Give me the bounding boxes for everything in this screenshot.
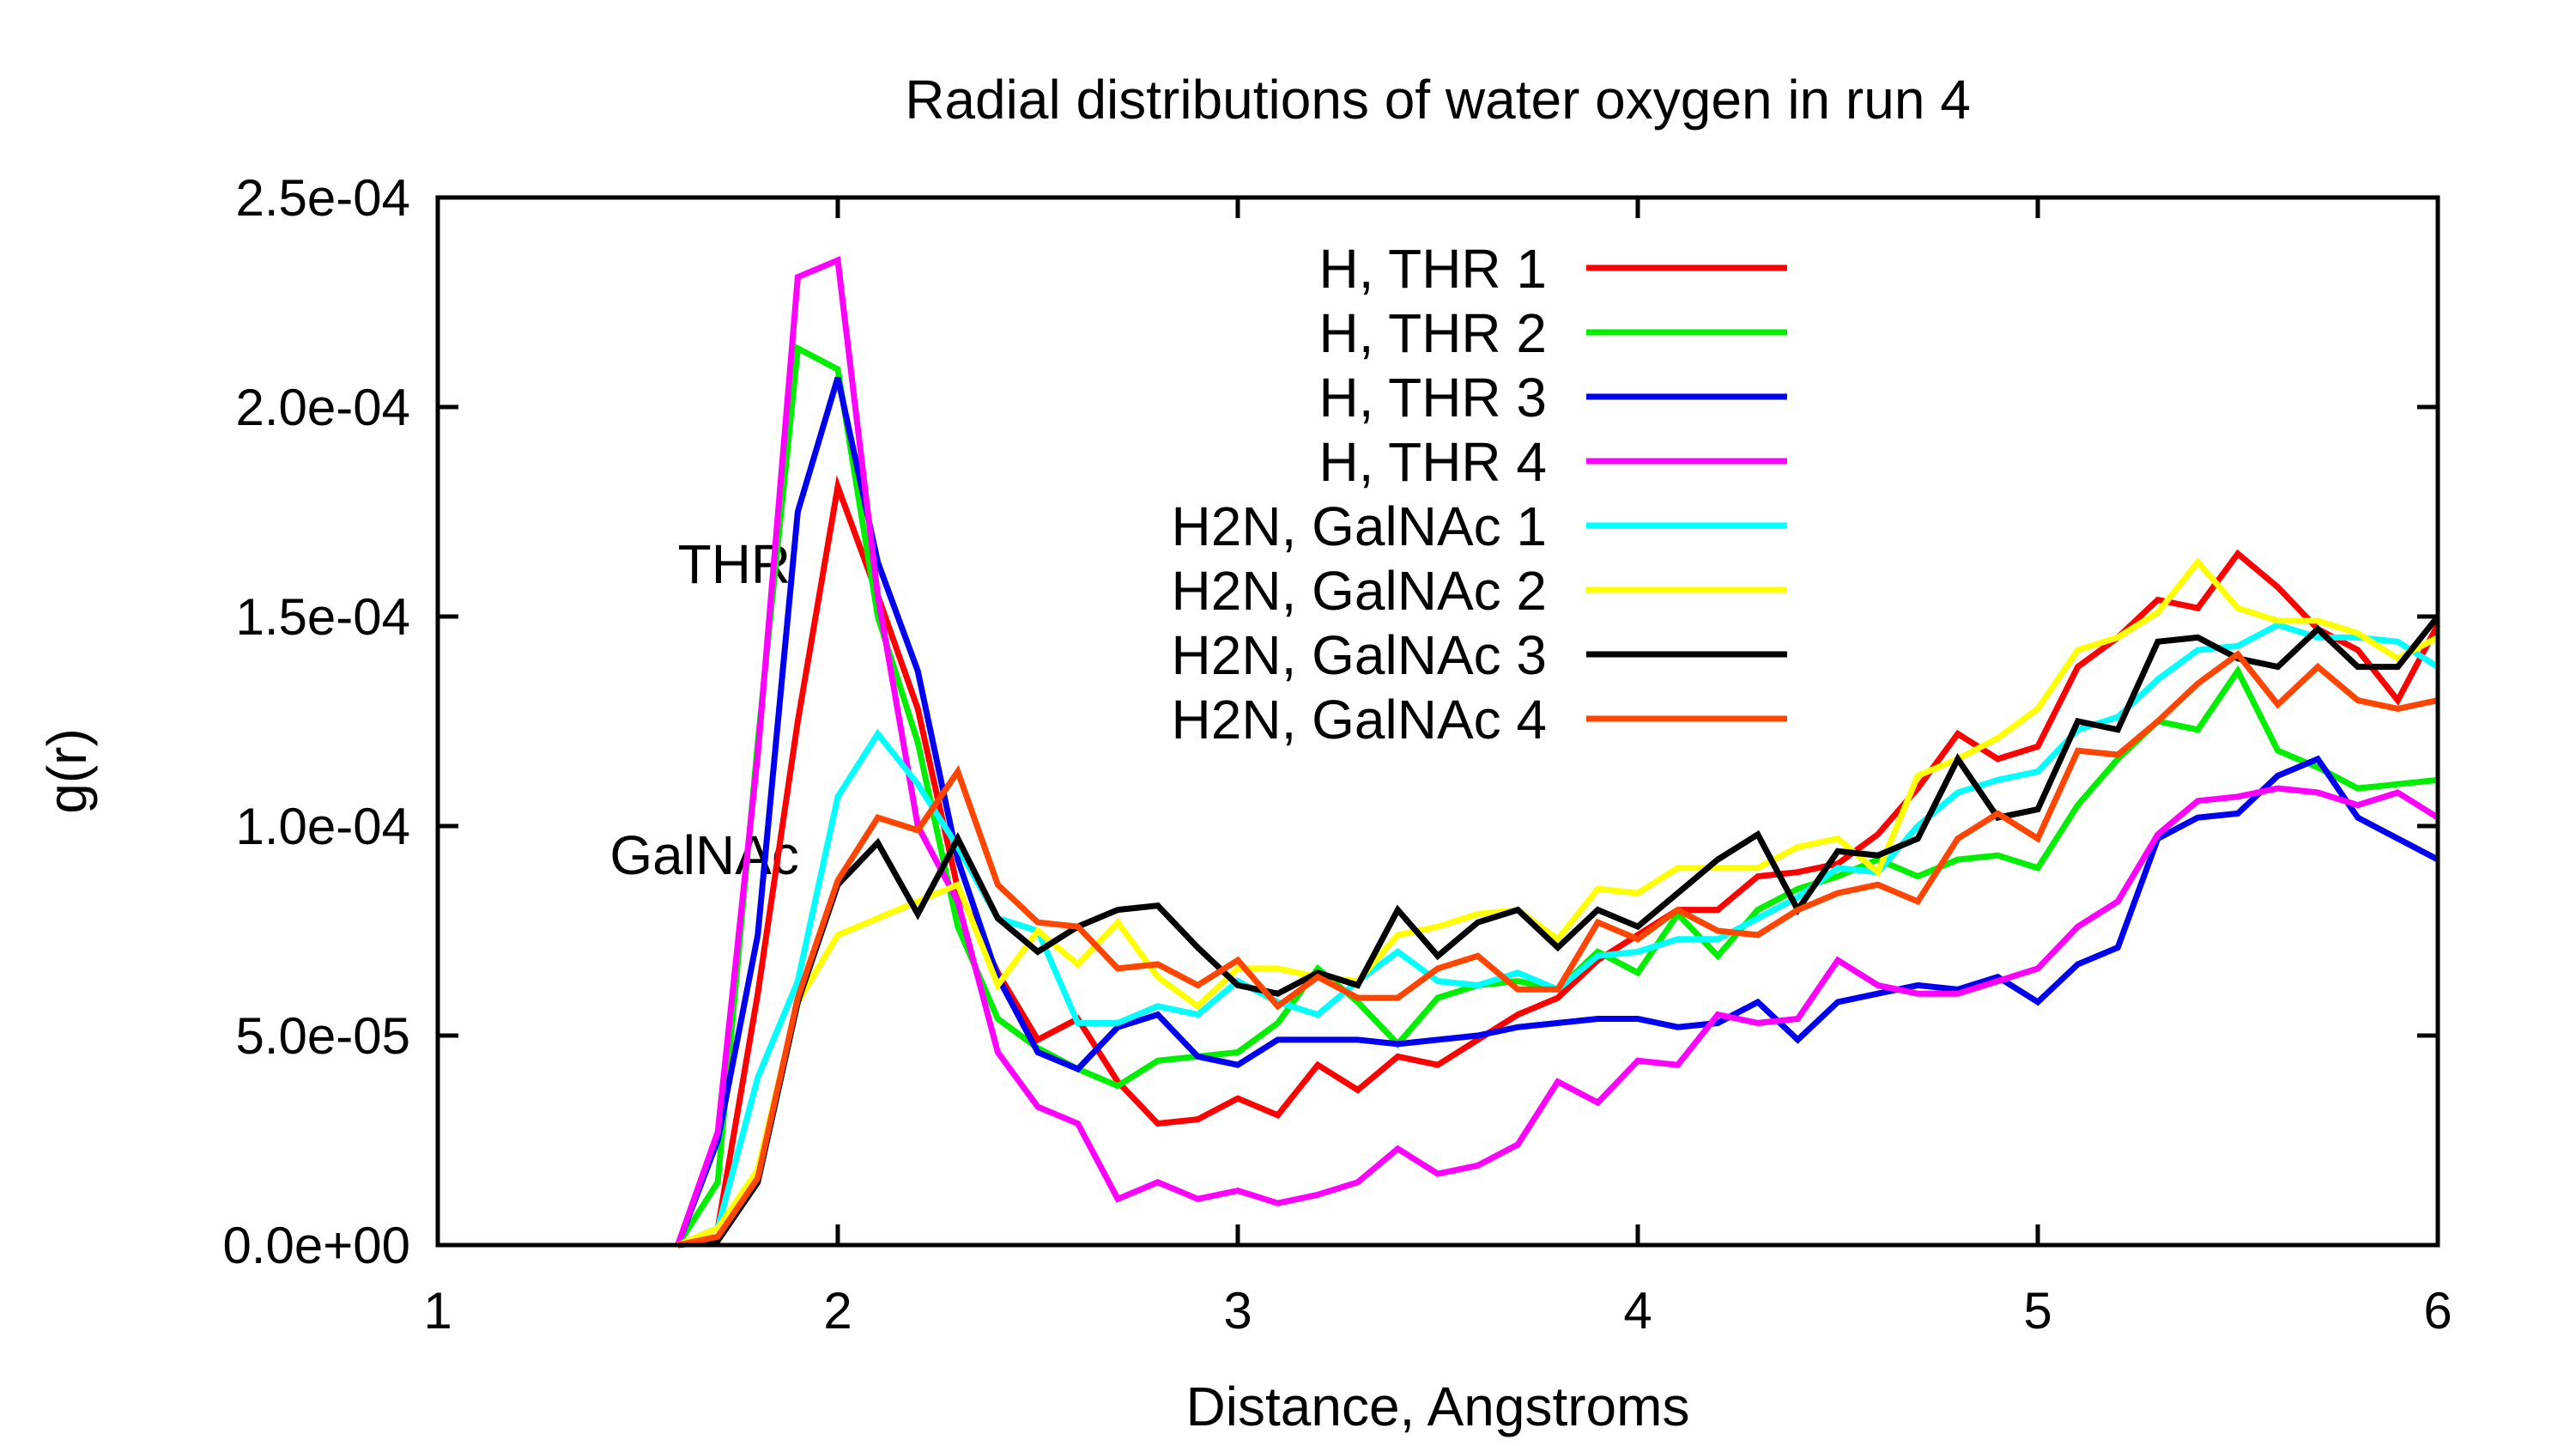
plot-lines [675,256,2441,1249]
x-tick-label: 5 [2023,1282,2052,1340]
x-tick-label: 1 [423,1282,452,1340]
x-axis-label: Distance, Angstroms [1186,1376,1690,1437]
chart-title: Radial distributions of water oxygen in … [905,69,1971,131]
legend-label: H2N, GalNAc 3 [1172,624,1547,686]
y-tick-label: 2.5e-04 [236,169,411,227]
y-tick-label: 1.0e-04 [236,798,411,855]
y-tick-label: 1.5e-04 [236,588,411,646]
x-tick-label: 2 [823,1282,852,1340]
series-line [676,557,2440,1249]
legend-label: H, THR 2 [1318,302,1547,364]
legend-label: H2N, GalNAc 1 [1172,495,1547,557]
x-tick-label: 3 [1223,1282,1252,1340]
series-line [676,650,2439,1249]
legend-label: H2N, GalNAc 4 [1172,689,1547,750]
legend-label: H, THR 1 [1318,238,1547,300]
y-tick-label: 2.0e-04 [236,379,411,436]
legend-label: H, THR 4 [1318,431,1547,493]
y-axis-label: g(r) [36,728,98,814]
y-tick-label: 0.0e+00 [222,1217,410,1274]
annotation-label: GalNAc [609,824,799,886]
legend-label: H2N, GalNAc 2 [1172,560,1547,622]
series-line [677,614,2440,1249]
x-tick-label: 6 [2423,1282,2452,1340]
x-tick-label: 4 [1623,1282,1652,1340]
tick-labels: 1 2 3 4 5 6 0.0e+00 5.0e-05 1.0e-04 1.5e-04 2.0e-0… [222,169,2452,1340]
y-tick-label: 5.0e-05 [236,1007,411,1065]
series-line [675,376,2440,1247]
series-line [675,256,2440,1247]
plot-frame [435,195,2440,1248]
legend-label: H, THR 3 [1318,367,1547,428]
